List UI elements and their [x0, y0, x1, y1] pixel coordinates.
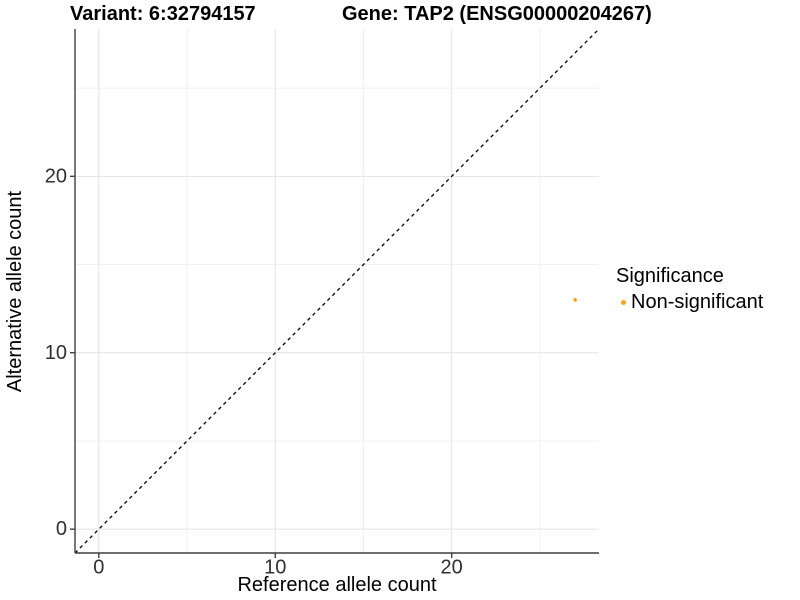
identity-dashed-line [74, 28, 600, 554]
legend-point-icon [621, 299, 626, 305]
legend-title: Significance [616, 265, 724, 287]
legend-entry: Non-significant [616, 290, 763, 314]
x-tick-label: 10 [264, 557, 286, 579]
legend: Significance Non-significant [616, 264, 763, 314]
x-tick-label: 0 [93, 557, 104, 579]
y-axis-title-box: Alternative allele count [2, 29, 30, 553]
y-tick-label: 0 [56, 518, 67, 540]
y-tick-label: 10 [45, 342, 67, 364]
plot-title-variant: Variant: 6:32794157 [70, 3, 256, 25]
x-axis-title: Reference allele count [237, 574, 437, 596]
y-tick-label: 20 [45, 165, 67, 187]
data-point [573, 298, 577, 302]
legend-entry-label: Non-significant [631, 290, 764, 313]
y-axis-title: Alternative allele count [4, 190, 27, 392]
plot-title-gene: Gene: TAP2 (ENSG00000204267) [342, 3, 652, 25]
x-tick-label: 20 [441, 557, 463, 579]
